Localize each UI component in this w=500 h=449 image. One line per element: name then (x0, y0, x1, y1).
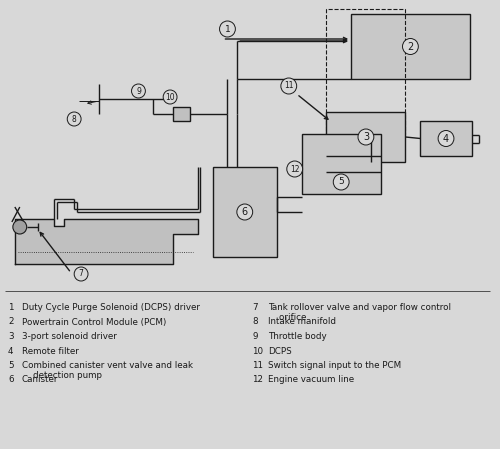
Text: 8: 8 (252, 317, 258, 326)
Text: Switch signal input to the PCM: Switch signal input to the PCM (268, 361, 401, 370)
Text: 7: 7 (78, 269, 84, 278)
Text: 2: 2 (8, 317, 14, 326)
Circle shape (163, 90, 177, 104)
Text: DCPS: DCPS (268, 347, 292, 356)
Circle shape (402, 39, 418, 54)
Circle shape (281, 78, 296, 94)
Text: 3: 3 (363, 132, 369, 142)
Polygon shape (15, 219, 198, 264)
Bar (351, 14, 470, 79)
Text: 6: 6 (242, 207, 248, 217)
Circle shape (438, 131, 454, 146)
Circle shape (334, 174, 349, 190)
Bar (212, 167, 277, 257)
Text: 1: 1 (8, 303, 14, 312)
Text: 3: 3 (8, 332, 14, 341)
Circle shape (287, 161, 302, 177)
Bar (326, 9, 406, 134)
Text: 8: 8 (72, 114, 76, 123)
Circle shape (13, 220, 26, 234)
Text: 3-port solenoid driver: 3-port solenoid driver (22, 332, 116, 341)
Circle shape (237, 204, 252, 220)
Text: Engine vacuum line: Engine vacuum line (268, 375, 354, 384)
Text: 11: 11 (252, 361, 263, 370)
Text: 12: 12 (252, 375, 263, 384)
Text: 6: 6 (8, 375, 14, 384)
Text: 10: 10 (252, 347, 264, 356)
Bar (173, 107, 190, 121)
Text: 2: 2 (408, 41, 414, 52)
Circle shape (220, 21, 236, 37)
Bar (326, 112, 406, 162)
Text: Powertrain Control Module (PCM): Powertrain Control Module (PCM) (22, 317, 166, 326)
Text: 9: 9 (252, 332, 258, 341)
Text: 7: 7 (252, 303, 258, 312)
Circle shape (67, 112, 81, 126)
Text: Tank rollover valve and vapor flow control
    orifice: Tank rollover valve and vapor flow contr… (268, 303, 451, 322)
Text: 12: 12 (290, 164, 300, 173)
Text: Combined canister vent valve and leak
    detection pump: Combined canister vent valve and leak de… (22, 361, 193, 380)
Text: Throttle body: Throttle body (268, 332, 326, 341)
Text: Intake manifold: Intake manifold (268, 317, 336, 326)
Text: 1: 1 (224, 25, 230, 34)
Text: Canister: Canister (22, 375, 59, 384)
Text: 11: 11 (284, 82, 294, 91)
Circle shape (358, 129, 374, 145)
Text: 4: 4 (443, 133, 449, 144)
Bar (302, 134, 380, 194)
Text: 5: 5 (338, 177, 344, 186)
Bar (420, 121, 472, 156)
Text: Remote filter: Remote filter (22, 347, 78, 356)
Text: 5: 5 (8, 361, 14, 370)
Circle shape (74, 267, 88, 281)
Text: 9: 9 (136, 87, 141, 96)
Text: 10: 10 (166, 92, 175, 101)
Text: 4: 4 (8, 347, 14, 356)
Text: Duty Cycle Purge Solenoid (DCPS) driver: Duty Cycle Purge Solenoid (DCPS) driver (22, 303, 200, 312)
Circle shape (132, 84, 145, 98)
